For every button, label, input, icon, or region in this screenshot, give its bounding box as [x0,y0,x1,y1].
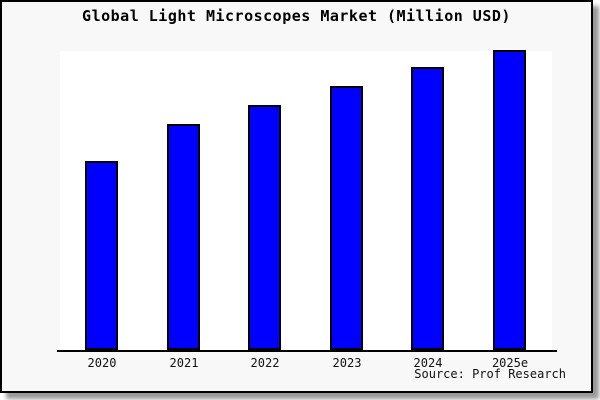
source-note: Source: Prof Research [414,367,566,381]
bar-2023 [330,86,363,350]
x-tick-label-2022: 2022 [250,356,280,370]
x-tick-label-2021: 2021 [169,356,199,370]
plot-area [60,51,552,351]
bar-2024 [411,67,444,350]
chart-card: Global Light Microscopes Market (Million… [0,0,593,393]
bar-2021 [167,124,200,350]
x-tick-label-2025e: 2025e [491,356,529,370]
bar-2022 [248,105,281,350]
chart-title: Global Light Microscopes Market (Million… [82,7,511,25]
bar-2020 [85,161,118,350]
bar-2025e [493,50,526,350]
x-tick-label-2024: 2024 [413,356,443,370]
x-tick-label-2020: 2020 [87,356,117,370]
x-tick-label-2023: 2023 [332,356,362,370]
x-axis-line [57,350,557,352]
